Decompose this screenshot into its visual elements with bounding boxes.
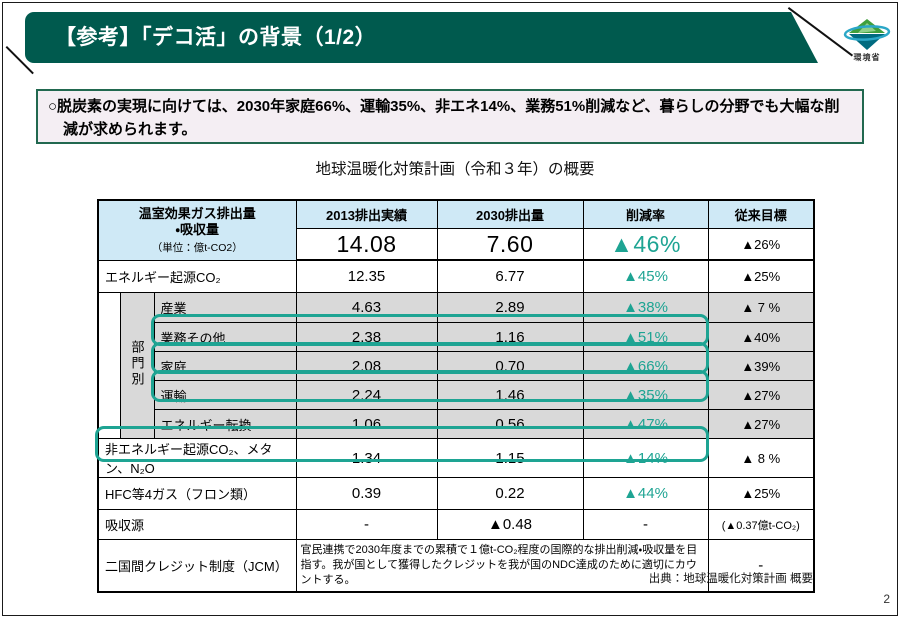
header-banner: 【参考】「デコ活」の背景（1/2）	[25, 12, 818, 63]
indent-cell	[97, 292, 121, 439]
cell-2013: 2.24	[295, 380, 438, 410]
cell-2013: 2.08	[295, 351, 438, 381]
cell-2030: 0.56	[436, 409, 584, 439]
lead-box: ○脱炭素の実現に向けては、2030年家庭66%、運輸35%、非エネ14%、業務5…	[36, 89, 864, 144]
cell-2013: 12.35	[295, 259, 438, 293]
source-note: 出典：地球温暖化対策計画 概要	[648, 573, 813, 585]
table-row: 二国間クレジット制度（JCM） 官民連携で2030年度までの累積で１億t-CO₂…	[97, 539, 815, 593]
jcm-description: 官民連携で2030年度までの累積で１億t-CO₂程度の国際的な排出削減・吸収量を…	[295, 539, 709, 593]
table-row-highlighted: 非エネルギー起源CO₂、メタン、N₂O 1.34 1.15 ▲14% ▲ 8 %	[97, 438, 815, 478]
cell-rate: ▲14%	[582, 438, 709, 478]
cell-legacy: ▲25%	[707, 477, 815, 510]
cell-2013: 1.06	[295, 409, 438, 439]
table-row-highlighted: 家庭 2.08 0.70 ▲66% ▲39%	[98, 351, 815, 381]
emissions-table-wrap: 温室効果ガス排出量 ・吸収量 （単位：億t-CO2） 2013排出実績 2030…	[95, 199, 816, 593]
lead-text: ○脱炭素の実現に向けては、2030年家庭66%、運輸35%、非エネ14%、業務5…	[48, 98, 840, 138]
cell-rate: ▲44%	[582, 477, 709, 510]
sector-group-label: 部門別	[119, 292, 155, 439]
col-header-gas-label: 温室効果ガス排出量 ・吸収量	[138, 206, 256, 238]
cell-2030: 1.16	[436, 322, 584, 352]
cell-2013: -	[295, 509, 438, 540]
row-label: 家庭	[153, 351, 297, 381]
row-label: エネルギー転換	[153, 409, 297, 439]
col-header-2030: 2030排出量	[436, 199, 584, 229]
cell-legacy: ▲25%	[707, 259, 815, 293]
cell-legacy: ▲27%	[707, 409, 815, 439]
row-label: エネルギー起源CO₂	[97, 259, 297, 293]
col-header-2013: 2013排出実績	[295, 199, 438, 229]
row-label: HFC等4ガス（フロン類）	[97, 477, 297, 510]
row-label: 運輸	[153, 380, 297, 410]
row-label: 産業	[153, 292, 297, 323]
table-row-highlighted: 運輸 2.24 1.46 ▲35% ▲27%	[98, 380, 815, 410]
slide-title: 【参考】「デコ活」の背景（1/2）	[55, 26, 377, 49]
col-header-legacy: 従来目標	[707, 199, 815, 229]
cell-2013: 0.39	[295, 477, 438, 510]
emissions-table: 温室効果ガス排出量 ・吸収量 （単位：億t-CO2） 2013排出実績 2030…	[97, 199, 816, 593]
cell-rate: ▲51%	[582, 322, 709, 352]
cell-rate: ▲66%	[582, 351, 709, 381]
cell-2030: 0.22	[436, 477, 584, 510]
col-header-rate: 削減率	[582, 199, 709, 229]
moe-logo-label: 環境省	[853, 53, 881, 62]
cell-rate: ▲35%	[582, 380, 709, 410]
cell-2030: 1.46	[436, 380, 584, 410]
table-row: 部門別 産業 4.63 2.89 ▲38% ▲ 7 %	[97, 292, 815, 439]
total-2013: 14.08	[295, 228, 438, 261]
moe-logo-icon	[843, 19, 891, 50]
row-label: 業務その他	[153, 322, 297, 352]
row-label: 非エネルギー起源CO₂、メタン、N₂O	[97, 438, 297, 478]
cell-2030: 2.89	[436, 292, 584, 323]
total-2030: 7.60	[436, 228, 584, 261]
col-header-gas-unit: （単位：億t-CO2）	[151, 241, 243, 254]
row-label: 吸収源	[97, 509, 297, 540]
cell-rate: ▲47%	[582, 409, 709, 439]
cell-2030: 1.15	[436, 438, 584, 478]
total-rate: ▲46%	[582, 228, 709, 261]
cell-2013: 1.34	[295, 438, 438, 478]
cell-legacy: -	[707, 539, 815, 593]
cell-legacy: ▲ 7 %	[707, 292, 815, 323]
cell-legacy: ▲40%	[707, 322, 815, 352]
moe-logo: 環境省	[841, 17, 893, 63]
table-row-highlighted: 業務その他 2.38 1.16 ▲51% ▲40%	[98, 322, 815, 352]
table-row: エネルギー起源CO₂ 12.35 6.77 ▲45% ▲25%	[97, 259, 815, 293]
cell-legacy: ▲ 8 %	[707, 438, 815, 478]
table-row: エネルギー転換 1.06 0.56 ▲47% ▲27%	[98, 409, 815, 439]
total-legacy: ▲26%	[707, 228, 815, 261]
cell-2013: 4.63	[295, 292, 438, 323]
cell-rate: -	[582, 509, 709, 540]
cell-legacy: ▲27%	[707, 380, 815, 410]
cell-2013: 2.38	[295, 322, 438, 352]
row-label: 二国間クレジット制度（JCM）	[97, 539, 297, 593]
col-header-gas: 温室効果ガス排出量 ・吸収量 （単位：億t-CO2）	[97, 199, 297, 261]
cell-rate: ▲38%	[582, 292, 709, 323]
cell-2030: 0.70	[436, 351, 584, 381]
cell-legacy: (▲0.37億t-CO₂)	[707, 509, 815, 540]
cell-2030: 6.77	[436, 259, 584, 293]
table-title: 地球温暖化対策計画（令和３年）の概要	[315, 161, 595, 178]
cell-rate: ▲45%	[582, 259, 709, 293]
table-row: HFC等4ガス（フロン類） 0.39 0.22 ▲44% ▲25%	[97, 477, 815, 510]
cell-2030: ▲0.48	[436, 509, 584, 540]
page-number: 2	[883, 592, 890, 606]
table-row: 吸収源 - ▲0.48 - (▲0.37億t-CO₂)	[97, 509, 815, 540]
cell-legacy: ▲39%	[707, 351, 815, 381]
